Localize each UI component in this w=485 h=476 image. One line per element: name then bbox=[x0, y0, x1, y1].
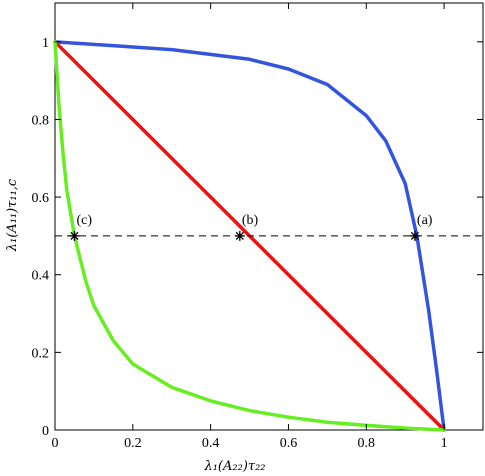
x-axis-label: λ₁(A₂₂)τ₂₂ bbox=[203, 459, 265, 474]
tick-layer: 0 0.2 0.4 0.6 0.8 1 0 0.2 0.4 0.6 0.8 1 bbox=[32, 3, 483, 451]
y-tick-label: 0 bbox=[42, 424, 49, 439]
marker-label: (a) bbox=[417, 213, 433, 228]
star-marker bbox=[409, 230, 420, 241]
marker-label: (b) bbox=[242, 213, 259, 228]
series-line-3 bbox=[53, 40, 446, 432]
x-tick-label: 1 bbox=[441, 436, 448, 451]
y-tick-label: 0.2 bbox=[32, 346, 50, 361]
y-tick-label: 0.8 bbox=[32, 113, 50, 128]
y-axis-label: λ₁(A₁₁)τ₁₁,c bbox=[5, 178, 20, 252]
star-marker bbox=[69, 230, 80, 241]
x-tick-label: 0.2 bbox=[124, 436, 142, 451]
series-line-1 bbox=[53, 40, 446, 432]
marker-layer: (a) (b) (c) bbox=[69, 213, 433, 241]
x-tick-label: 0.4 bbox=[202, 436, 220, 451]
x-tick-label: 0 bbox=[52, 436, 59, 451]
marker-label: (c) bbox=[76, 213, 92, 228]
x-tick-label: 0.8 bbox=[358, 436, 376, 451]
y-tick-label: 0.4 bbox=[32, 269, 50, 284]
y-tick-label: 0.6 bbox=[32, 191, 50, 206]
y-tick-label: 1 bbox=[42, 36, 49, 51]
series-layer bbox=[53, 40, 483, 432]
star-marker bbox=[234, 230, 245, 241]
x-tick-label: 0.6 bbox=[280, 436, 298, 451]
